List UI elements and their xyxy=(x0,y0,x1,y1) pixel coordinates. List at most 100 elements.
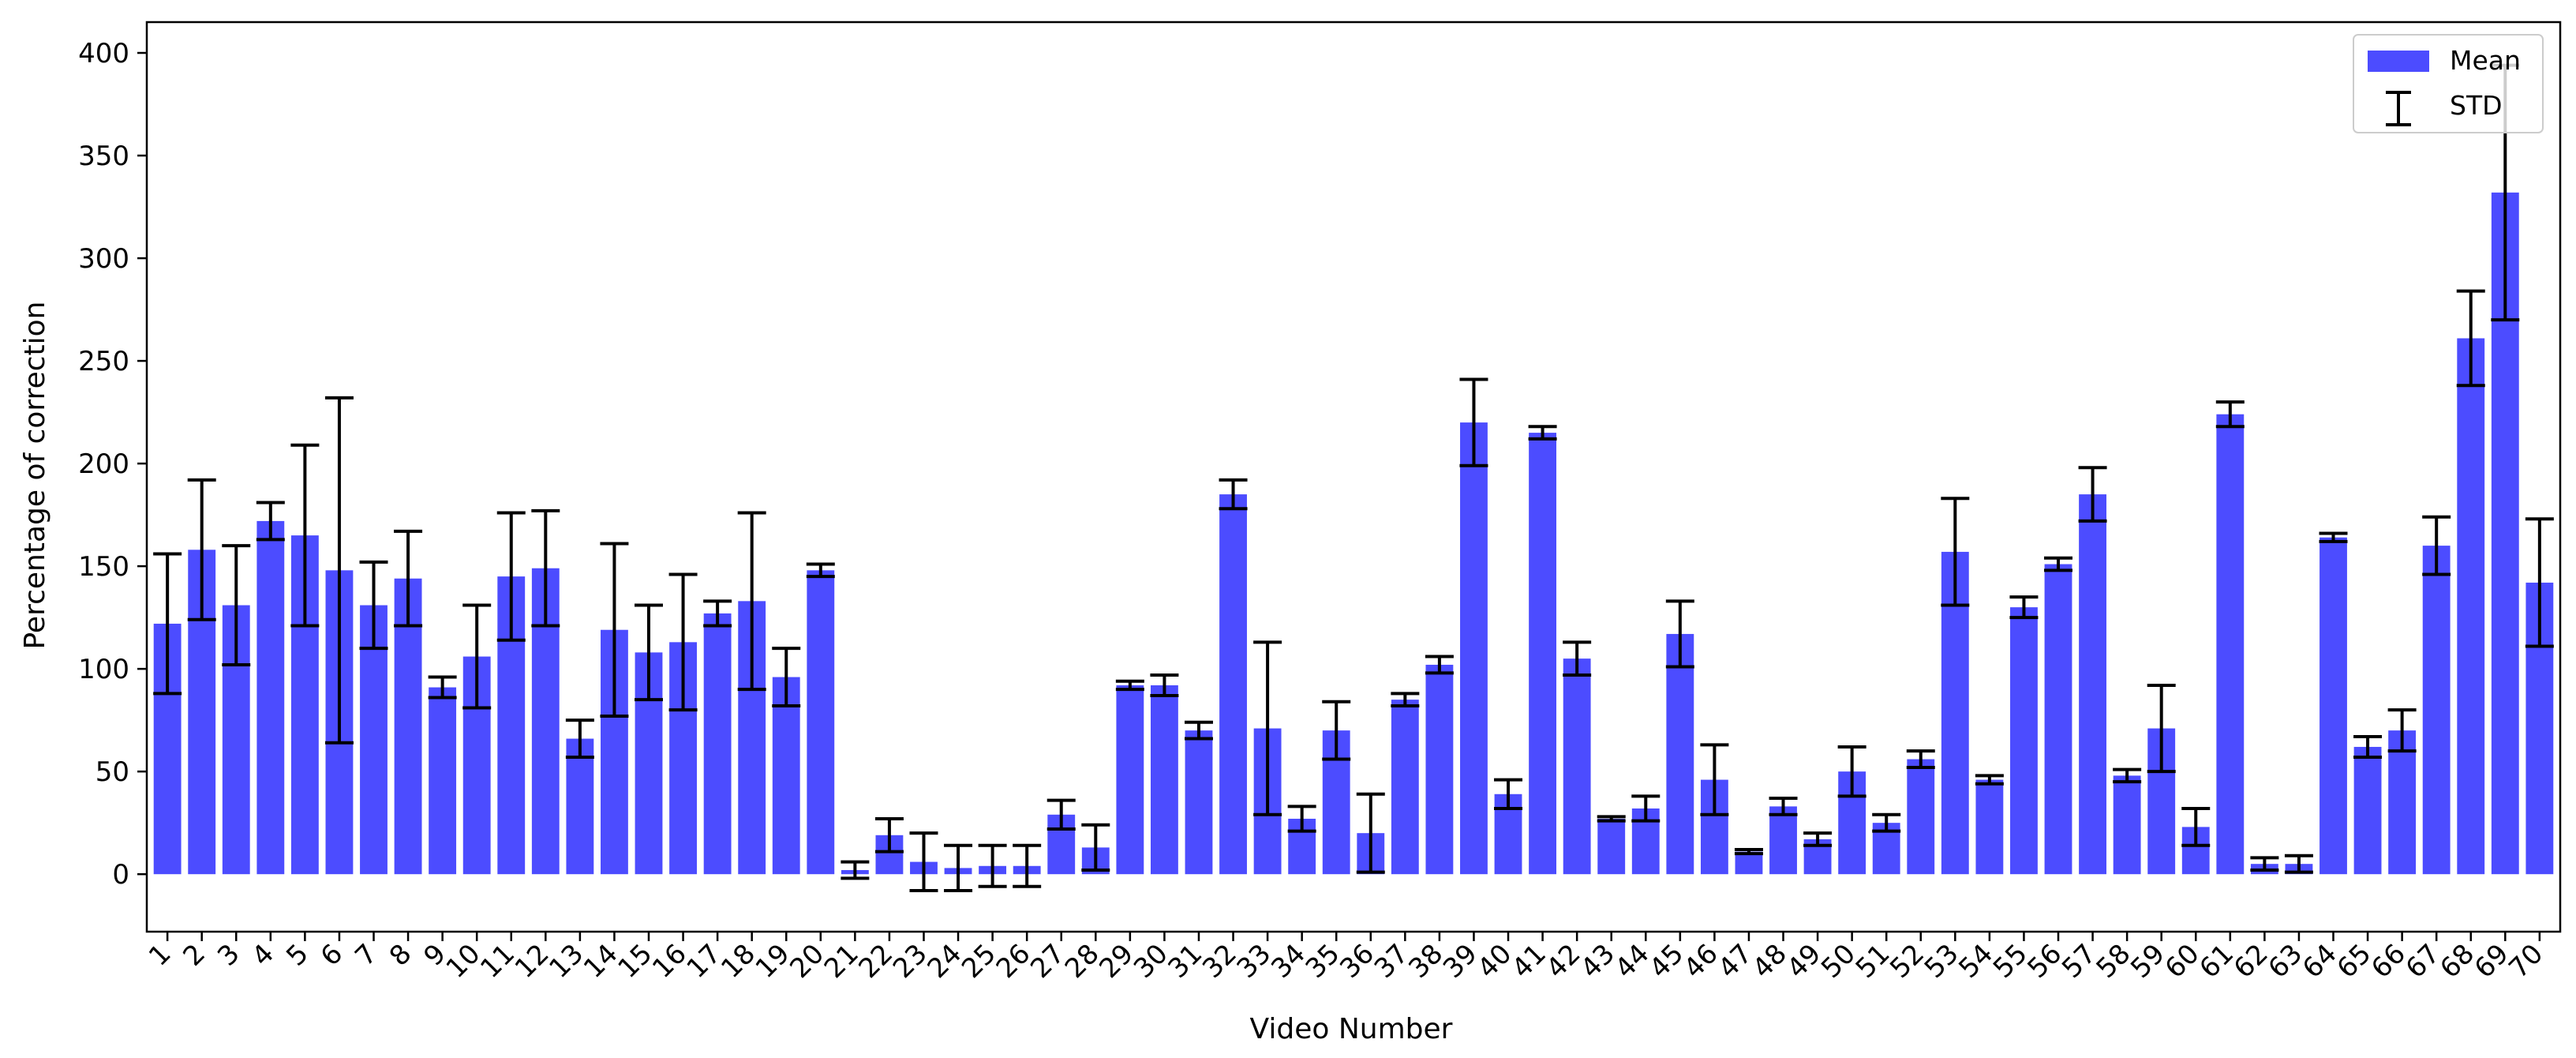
error-bar-video-25 xyxy=(978,843,1007,888)
bar-video-58 xyxy=(2113,775,2141,875)
error-bar-video-61 xyxy=(2215,400,2245,429)
bar-video-47 xyxy=(1735,851,1763,875)
bar-video-45 xyxy=(1666,633,1694,875)
error-bar-video-62 xyxy=(2250,856,2279,872)
error-bar-video-22 xyxy=(874,816,904,854)
error-bar-video-43 xyxy=(1597,815,1626,823)
error-bar-video-31 xyxy=(1184,720,1213,741)
bar-video-30 xyxy=(1150,685,1178,875)
error-bar-video-39 xyxy=(1459,377,1488,467)
error-bar-video-9 xyxy=(428,675,457,700)
error-bar-video-57 xyxy=(2078,466,2107,523)
error-bar-video-64 xyxy=(2319,531,2348,543)
error-bar-video-7 xyxy=(359,560,388,651)
error-bar-video-44 xyxy=(1631,794,1661,823)
error-bar-video-55 xyxy=(2009,595,2039,620)
error-bar-video-14 xyxy=(600,542,629,718)
y-tick-label: 200 xyxy=(78,448,129,480)
bar-video-64 xyxy=(2320,537,2347,875)
error-bar-video-58 xyxy=(2113,767,2142,784)
bar-video-41 xyxy=(1529,433,1557,875)
error-bar-video-4 xyxy=(256,501,285,542)
bar-video-39 xyxy=(1460,422,1488,875)
error-bar-video-48 xyxy=(1769,796,1798,816)
error-bar-video-59 xyxy=(2147,683,2176,774)
legend-std-symbol xyxy=(2386,91,2411,126)
error-bar-video-41 xyxy=(1528,425,1557,441)
error-bar-video-29 xyxy=(1115,679,1144,692)
error-bar-video-11 xyxy=(496,511,526,642)
bar-video-52 xyxy=(1907,759,1935,875)
error-bar-video-53 xyxy=(1941,497,1970,607)
error-bar-video-56 xyxy=(2044,556,2073,572)
bar-video-7 xyxy=(360,605,388,875)
error-bar-video-18 xyxy=(737,511,766,692)
bar-video-67 xyxy=(2422,546,2451,875)
error-bar-video-33 xyxy=(1253,640,1282,816)
error-bar-video-35 xyxy=(1322,700,1351,761)
bar-video-66 xyxy=(2388,730,2417,875)
bar-video-29 xyxy=(1116,685,1144,875)
bar-video-37 xyxy=(1391,700,1419,875)
legend: Mean STD xyxy=(2353,34,2544,133)
legend-std-label: STD xyxy=(2450,90,2503,121)
error-bar-video-2 xyxy=(187,478,216,621)
error-bar-video-66 xyxy=(2387,708,2417,753)
bar-video-8 xyxy=(394,578,422,875)
error-bar-video-42 xyxy=(1563,640,1592,677)
error-bar-video-24 xyxy=(944,843,973,892)
bar-video-19 xyxy=(772,677,800,875)
error-bars-layer xyxy=(153,63,2554,892)
error-bar-video-36 xyxy=(1356,792,1385,874)
error-bar-video-13 xyxy=(565,718,594,759)
bar-video-56 xyxy=(2044,564,2072,875)
x-axis-title: Video Number xyxy=(1250,1013,1453,1045)
error-bar-video-50 xyxy=(1837,745,1866,798)
error-bar-video-46 xyxy=(1700,743,1729,816)
bar-video-31 xyxy=(1185,730,1213,875)
error-bar-video-8 xyxy=(394,529,423,628)
plot-frame xyxy=(145,21,2562,933)
error-bar-video-34 xyxy=(1287,805,1316,833)
error-bar-video-20 xyxy=(806,562,835,579)
bar-video-48 xyxy=(1769,806,1797,875)
y-tick-label: 250 xyxy=(78,346,129,377)
error-bar-video-6 xyxy=(324,396,354,745)
error-bar-video-67 xyxy=(2422,515,2451,576)
error-bar-video-60 xyxy=(2181,806,2211,847)
error-bar-video-47 xyxy=(1734,847,1763,856)
error-bar-video-1 xyxy=(153,552,182,696)
bar-video-65 xyxy=(2353,746,2382,875)
error-bar-video-16 xyxy=(668,572,698,712)
bar-video-57 xyxy=(2079,494,2106,875)
y-tick-label: 150 xyxy=(78,551,129,583)
y-tick-label: 0 xyxy=(112,859,129,891)
bar-video-43 xyxy=(1597,818,1626,875)
error-bar-video-12 xyxy=(531,508,560,628)
error-bar-video-28 xyxy=(1081,823,1110,872)
bar-video-32 xyxy=(1219,494,1247,875)
error-bar-video-70 xyxy=(2525,517,2554,648)
y-tick-label: 350 xyxy=(78,141,129,172)
bar-video-68 xyxy=(2457,338,2485,875)
error-bar-video-32 xyxy=(1219,478,1248,511)
error-bar-video-38 xyxy=(1425,655,1454,675)
error-bar-video-15 xyxy=(634,603,663,702)
bar-video-20 xyxy=(807,570,835,875)
y-tick-label: 100 xyxy=(78,654,129,685)
bar-video-54 xyxy=(1975,779,2004,875)
error-bar-video-52 xyxy=(1906,749,1935,769)
error-bar-video-54 xyxy=(1975,774,2004,786)
error-bar-video-37 xyxy=(1391,692,1420,707)
error-bar-video-51 xyxy=(1872,812,1901,833)
error-bar-video-30 xyxy=(1150,673,1179,697)
bar-video-17 xyxy=(703,613,732,875)
bar-video-38 xyxy=(1425,664,1454,875)
error-bar-video-68 xyxy=(2456,289,2485,388)
bar-video-4 xyxy=(256,520,285,875)
y-tick-label: 400 xyxy=(78,38,129,69)
error-bar-video-23 xyxy=(909,831,938,892)
error-bar-video-45 xyxy=(1665,599,1694,669)
